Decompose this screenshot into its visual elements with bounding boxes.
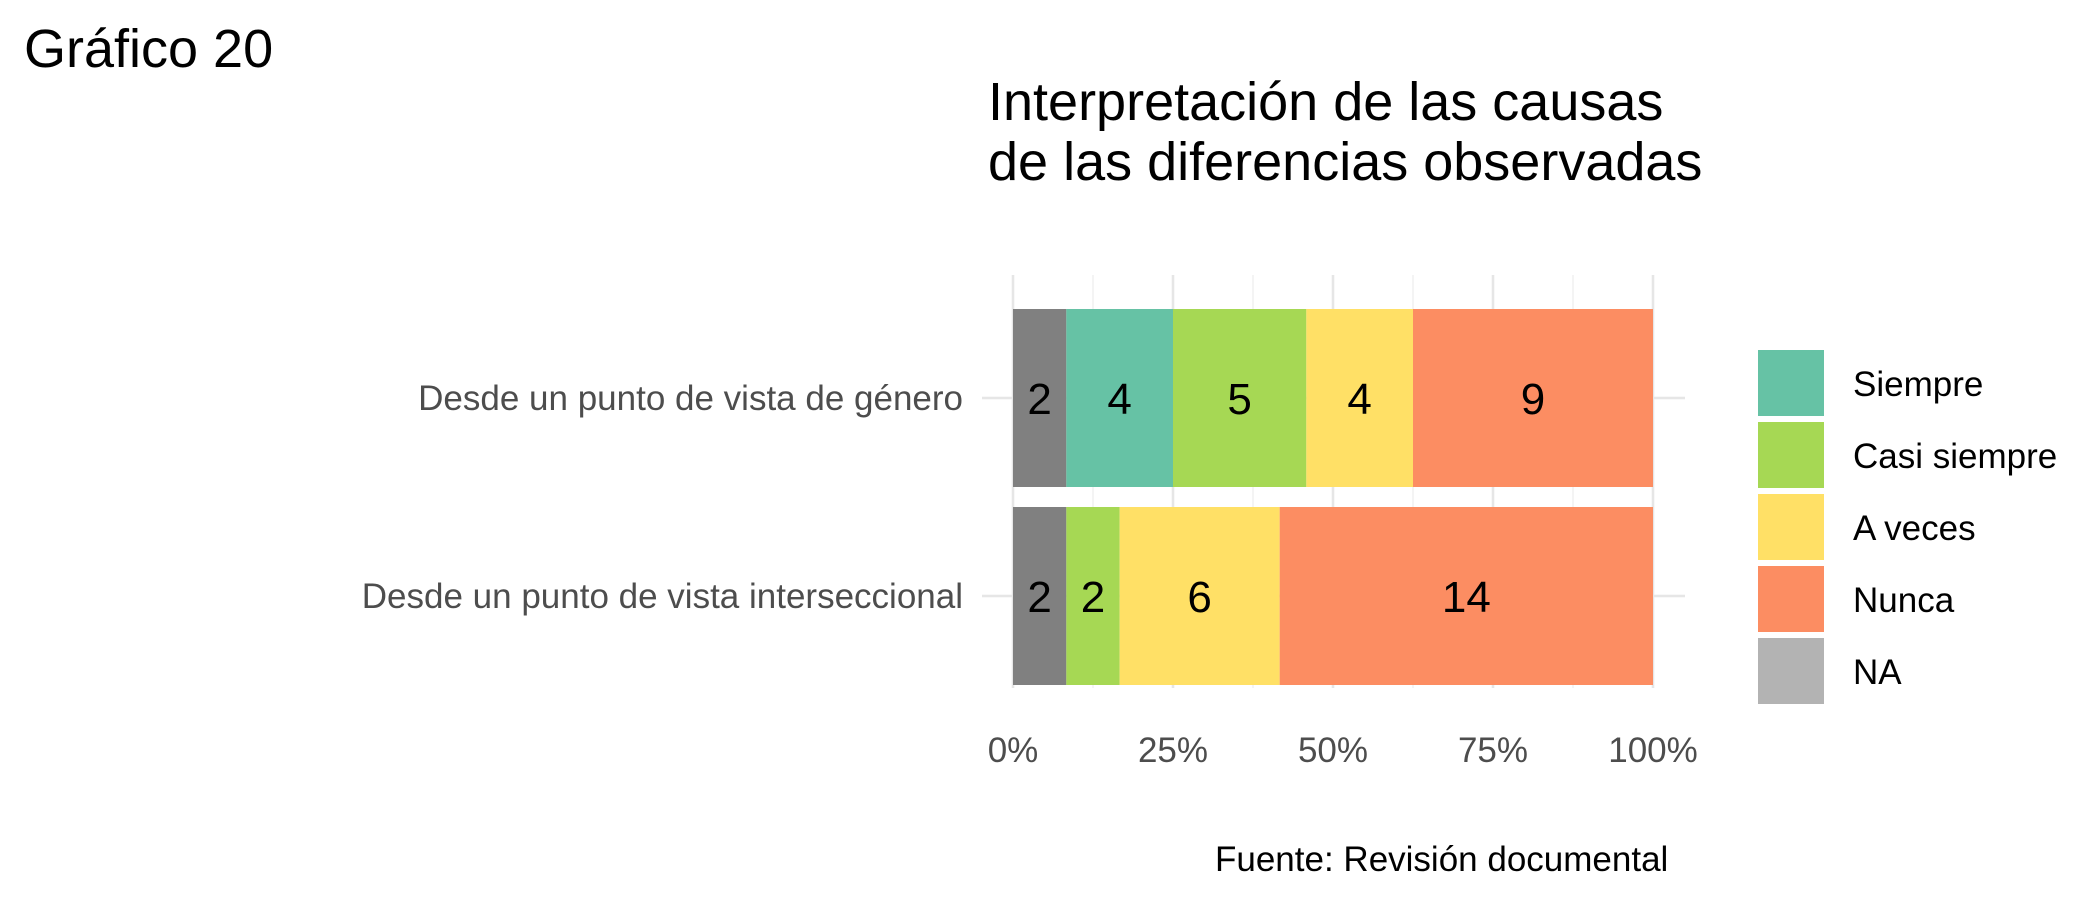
x-tick-label: 0%: [988, 731, 1039, 770]
bars: [1013, 309, 1653, 685]
legend-key: [1758, 350, 1824, 416]
x-tick-label: 25%: [1138, 731, 1208, 770]
category-label: Desde un punto de vista de género: [418, 379, 963, 418]
data-label: 9: [1521, 375, 1545, 424]
legend-key: [1758, 566, 1824, 632]
legend-key: [1758, 494, 1824, 560]
data-labels: 2 4 5 4 92 2 6 14: [1027, 375, 1545, 622]
data-label: 2: [1027, 375, 1051, 424]
axes: Desde un punto de vista de género Desde u…: [362, 379, 1698, 770]
legend-label: Casi siempre: [1853, 437, 2057, 476]
chart-title: Interpretación de las causas de las dife…: [988, 72, 1702, 192]
data-label: 5: [1227, 375, 1251, 424]
source-caption: Fuente: Revisión documental: [1215, 840, 1669, 879]
legend-label: NA: [1853, 653, 1902, 692]
data-label: 2: [1081, 573, 1105, 622]
data-label: 4: [1347, 375, 1371, 424]
bar-segment: [1013, 507, 1067, 685]
bar-segment: [1306, 309, 1413, 487]
bar-segment: [1413, 309, 1653, 487]
data-label: 4: [1107, 375, 1131, 424]
bar-segment: [1066, 309, 1173, 487]
x-tick-label: 100%: [1608, 731, 1698, 770]
data-label: 2: [1027, 573, 1051, 622]
chart-title-line-1: Interpretación de las causas: [988, 72, 1664, 132]
bar-segment: [1279, 507, 1653, 685]
category-label: Desde un punto de vista interseccional: [362, 577, 963, 616]
bar-segment: [1013, 309, 1067, 487]
data-label: 6: [1187, 573, 1211, 622]
legend-key: [1758, 422, 1824, 488]
legend-label: Nunca: [1853, 581, 1955, 620]
legend: Siempre Casi siempre A veces Nunca NA: [1758, 350, 2057, 704]
bar-segment: [1173, 309, 1307, 487]
x-tick-label: 75%: [1458, 731, 1528, 770]
chart-title-line-2: de las diferencias observadas: [988, 132, 1703, 192]
legend-key: [1758, 638, 1824, 704]
x-tick-label: 50%: [1298, 731, 1368, 770]
data-label: 14: [1442, 573, 1491, 622]
bar-segment: [1119, 507, 1280, 685]
legend-label: Siempre: [1853, 365, 1983, 404]
figure-label: Gráfico 20: [24, 19, 274, 79]
legend-label: A veces: [1853, 509, 1976, 548]
bar-segment: [1066, 507, 1120, 685]
